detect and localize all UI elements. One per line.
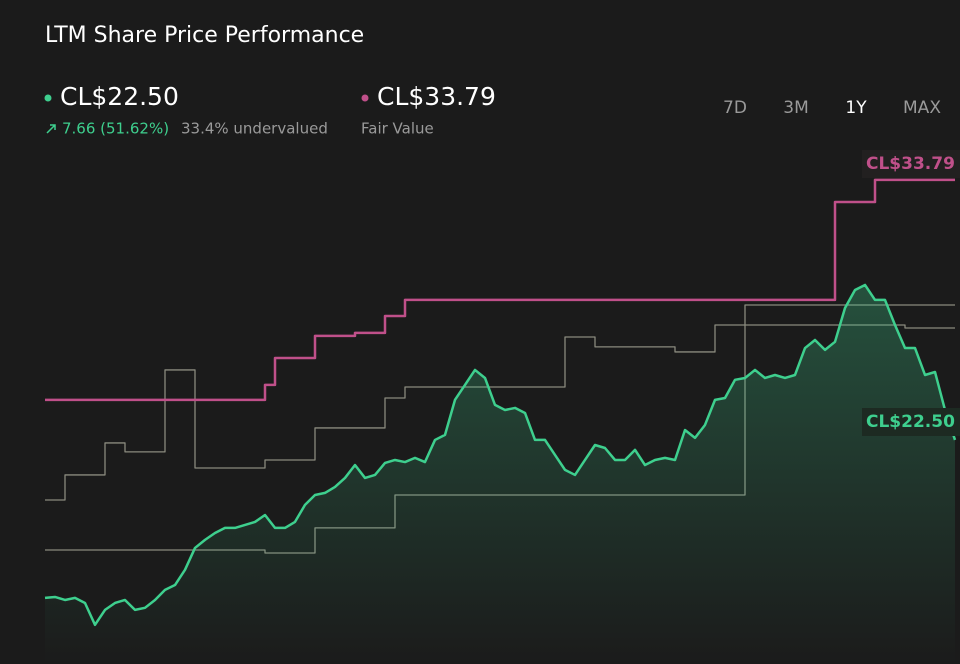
range-button[interactable]: 1Y bbox=[845, 98, 867, 118]
price-end-label: CL$22.50 bbox=[866, 412, 955, 432]
fair-value-tag bbox=[862, 150, 960, 178]
fair-value: CL$33.79 bbox=[377, 82, 496, 111]
range-button[interactable]: 7D bbox=[723, 98, 747, 118]
price-area bbox=[45, 284, 955, 664]
change: 7.66 (51.62%) bbox=[62, 120, 169, 138]
price: CL$22.50 bbox=[60, 82, 179, 111]
price-line bbox=[44, 283, 957, 627]
range-button[interactable]: MAX bbox=[903, 98, 941, 118]
price-tag bbox=[862, 408, 960, 436]
title: LTM Share Price Performance bbox=[45, 23, 364, 48]
range-button[interactable]: 3M bbox=[783, 98, 808, 118]
fair-value-caption: Fair Value bbox=[361, 120, 434, 138]
fair-value-end-label: CL$33.79 bbox=[866, 154, 955, 174]
valuation: 33.4% undervalued bbox=[181, 120, 328, 138]
step-line bbox=[45, 178, 955, 402]
price-dot bbox=[44, 94, 52, 102]
up-arrow bbox=[46, 124, 56, 134]
fair-value-dot bbox=[361, 94, 369, 102]
